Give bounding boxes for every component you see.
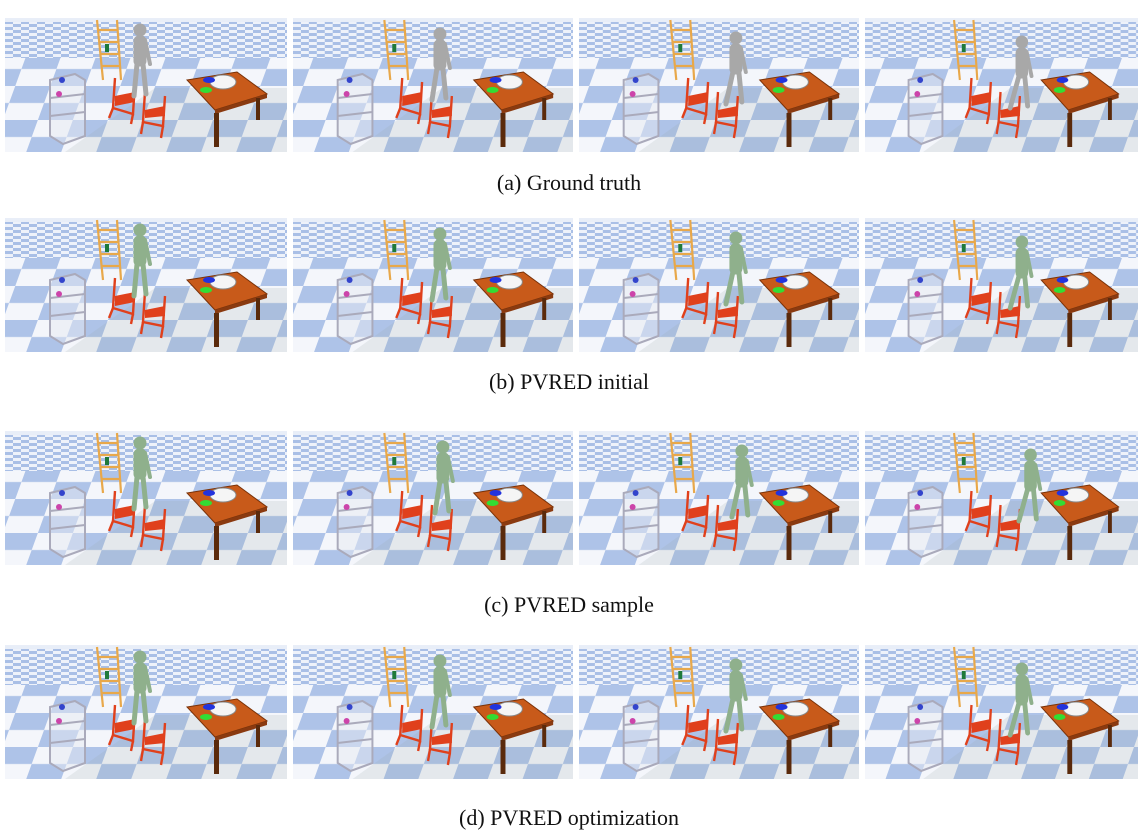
leg [143,64,146,94]
leg [134,477,137,509]
caption: (c) PVRED sample [484,592,654,617]
scene [865,218,1138,352]
leg [446,481,449,511]
leg [143,691,146,721]
render-image [865,18,1138,152]
render-image [579,218,859,352]
render-image [293,18,573,152]
head [1016,663,1028,675]
head [434,655,446,667]
head [1016,36,1028,48]
scene [579,18,859,152]
leg [739,699,742,729]
head [1025,449,1037,461]
head [736,445,748,457]
scene [579,218,859,352]
scene [293,431,573,565]
head [134,651,146,663]
head [730,659,742,671]
render-image [293,218,573,352]
leg [1025,76,1028,106]
leg [1025,276,1028,306]
figure: (a) Ground truth (b) PVRED initial (c) P… [0,0,1138,832]
scene [865,645,1138,779]
leg [443,268,446,298]
leg [739,272,742,302]
render-image [5,18,287,152]
head [134,224,146,236]
leg [443,695,446,725]
image-grid [5,18,1138,779]
scene [865,431,1138,565]
scene [579,431,859,565]
caption: (b) PVRED initial [489,369,649,394]
render-image [579,645,859,779]
render-image [5,431,287,565]
render-image [865,431,1138,565]
render-image [293,431,573,565]
leg [134,64,137,96]
head [437,441,449,453]
caption: (a) Ground truth [497,170,641,195]
leg [1033,489,1036,519]
head [434,228,446,240]
render-image [293,645,573,779]
head [730,32,742,44]
head [434,28,446,40]
leg [143,477,146,507]
render-image [5,645,287,779]
render-image [579,18,859,152]
leg [143,264,146,294]
leg [1025,703,1028,733]
head [134,437,146,449]
head [1016,236,1028,248]
leg [745,485,748,515]
scene [865,18,1138,152]
leg [739,72,742,102]
leg [134,264,137,296]
leg [134,691,137,723]
render-image [5,218,287,352]
leg [443,68,446,98]
render-image [865,645,1138,779]
head [730,232,742,244]
render-image [579,431,859,565]
caption: (d) PVRED optimization [459,805,679,830]
head [134,24,146,36]
render-image [865,218,1138,352]
scene [579,645,859,779]
